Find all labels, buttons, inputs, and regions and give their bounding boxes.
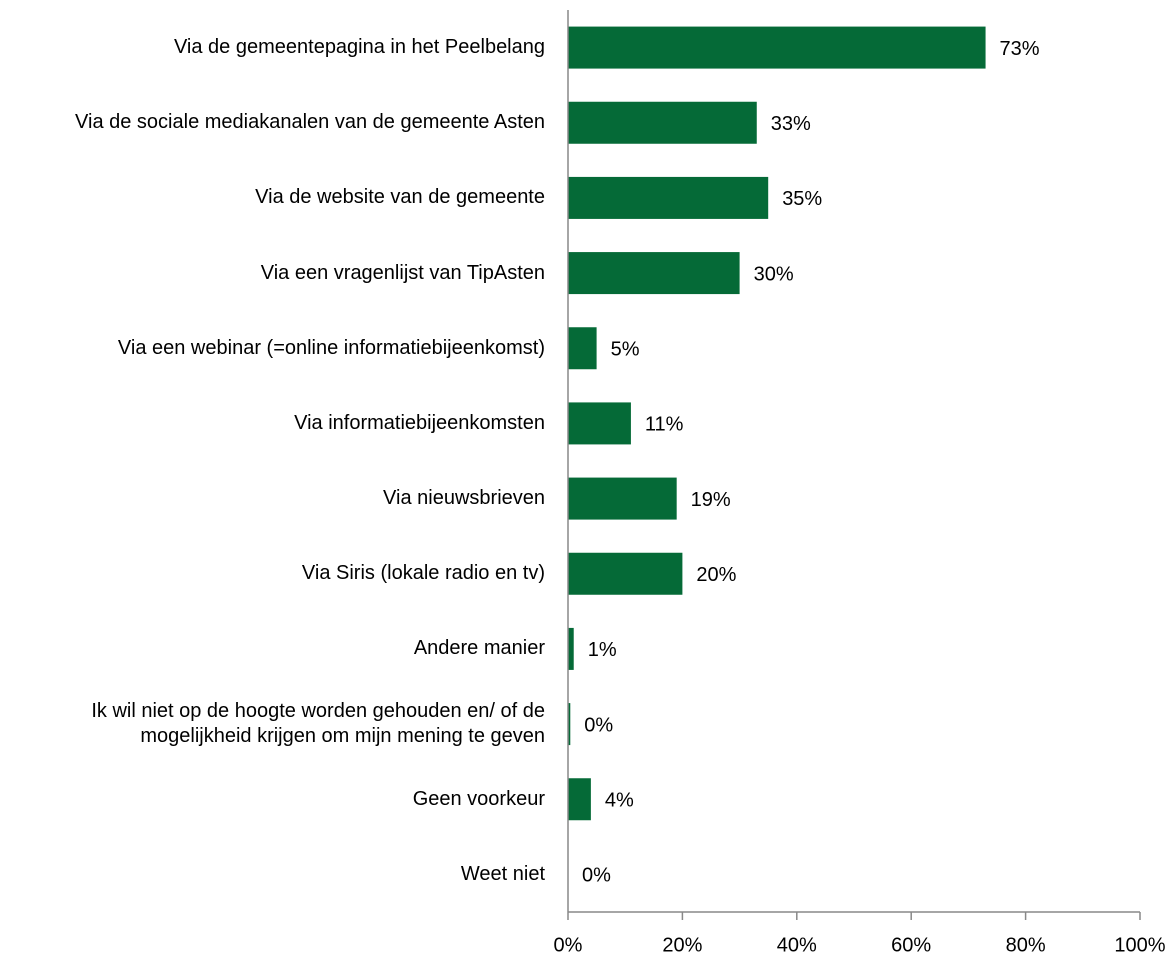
bar (568, 327, 597, 370)
value-label: 19% (691, 489, 731, 511)
x-tick-label: 80% (1006, 934, 1046, 956)
category-label: Via de sociale mediakanalen van de gemee… (75, 111, 545, 134)
bar (568, 703, 571, 746)
category-label: Via Siris (lokale radio en tv) (301, 562, 545, 585)
category-label: Via de gemeentepagina in het Peelbelang (173, 36, 545, 59)
bar (568, 26, 986, 69)
category-label: Via een webinar (=online informatiebijee… (117, 336, 545, 359)
value-label: 0% (582, 865, 611, 887)
x-tick-label: 20% (662, 934, 702, 956)
x-tick-label: 0% (554, 934, 583, 956)
bar (568, 477, 677, 520)
category-label: Via informatiebijeenkomsten (294, 411, 545, 434)
value-label: 0% (584, 714, 613, 736)
category-label: Via de website van de gemeente (255, 186, 545, 209)
value-label: 1% (588, 639, 617, 661)
bar (568, 101, 757, 144)
x-tick-label: 40% (777, 934, 817, 956)
bar (568, 627, 574, 670)
value-label: 4% (605, 790, 634, 812)
value-label: 35% (782, 188, 822, 210)
bar (568, 176, 769, 219)
bar (568, 778, 591, 821)
category-label: Andere manier (413, 637, 545, 660)
x-tick-label: 100% (1114, 934, 1165, 956)
value-label: 73% (1000, 38, 1040, 60)
category-label: Geen voorkeur (412, 787, 545, 810)
bar (568, 252, 740, 295)
value-label: 5% (611, 339, 640, 361)
category-label: Weet niet (460, 862, 545, 885)
value-label: 20% (696, 564, 736, 586)
category-label: Ik wil niet op de hoogte worden gehouden… (91, 700, 545, 748)
value-label: 30% (754, 263, 794, 285)
category-label: Via een vragenlijst van TipAsten (260, 261, 545, 284)
value-label: 11% (645, 414, 684, 436)
bar (568, 402, 631, 445)
value-label: 33% (771, 113, 811, 135)
x-tick-label: 60% (891, 934, 931, 956)
category-label: Via nieuwsbrieven (383, 487, 545, 510)
bar (568, 552, 683, 595)
